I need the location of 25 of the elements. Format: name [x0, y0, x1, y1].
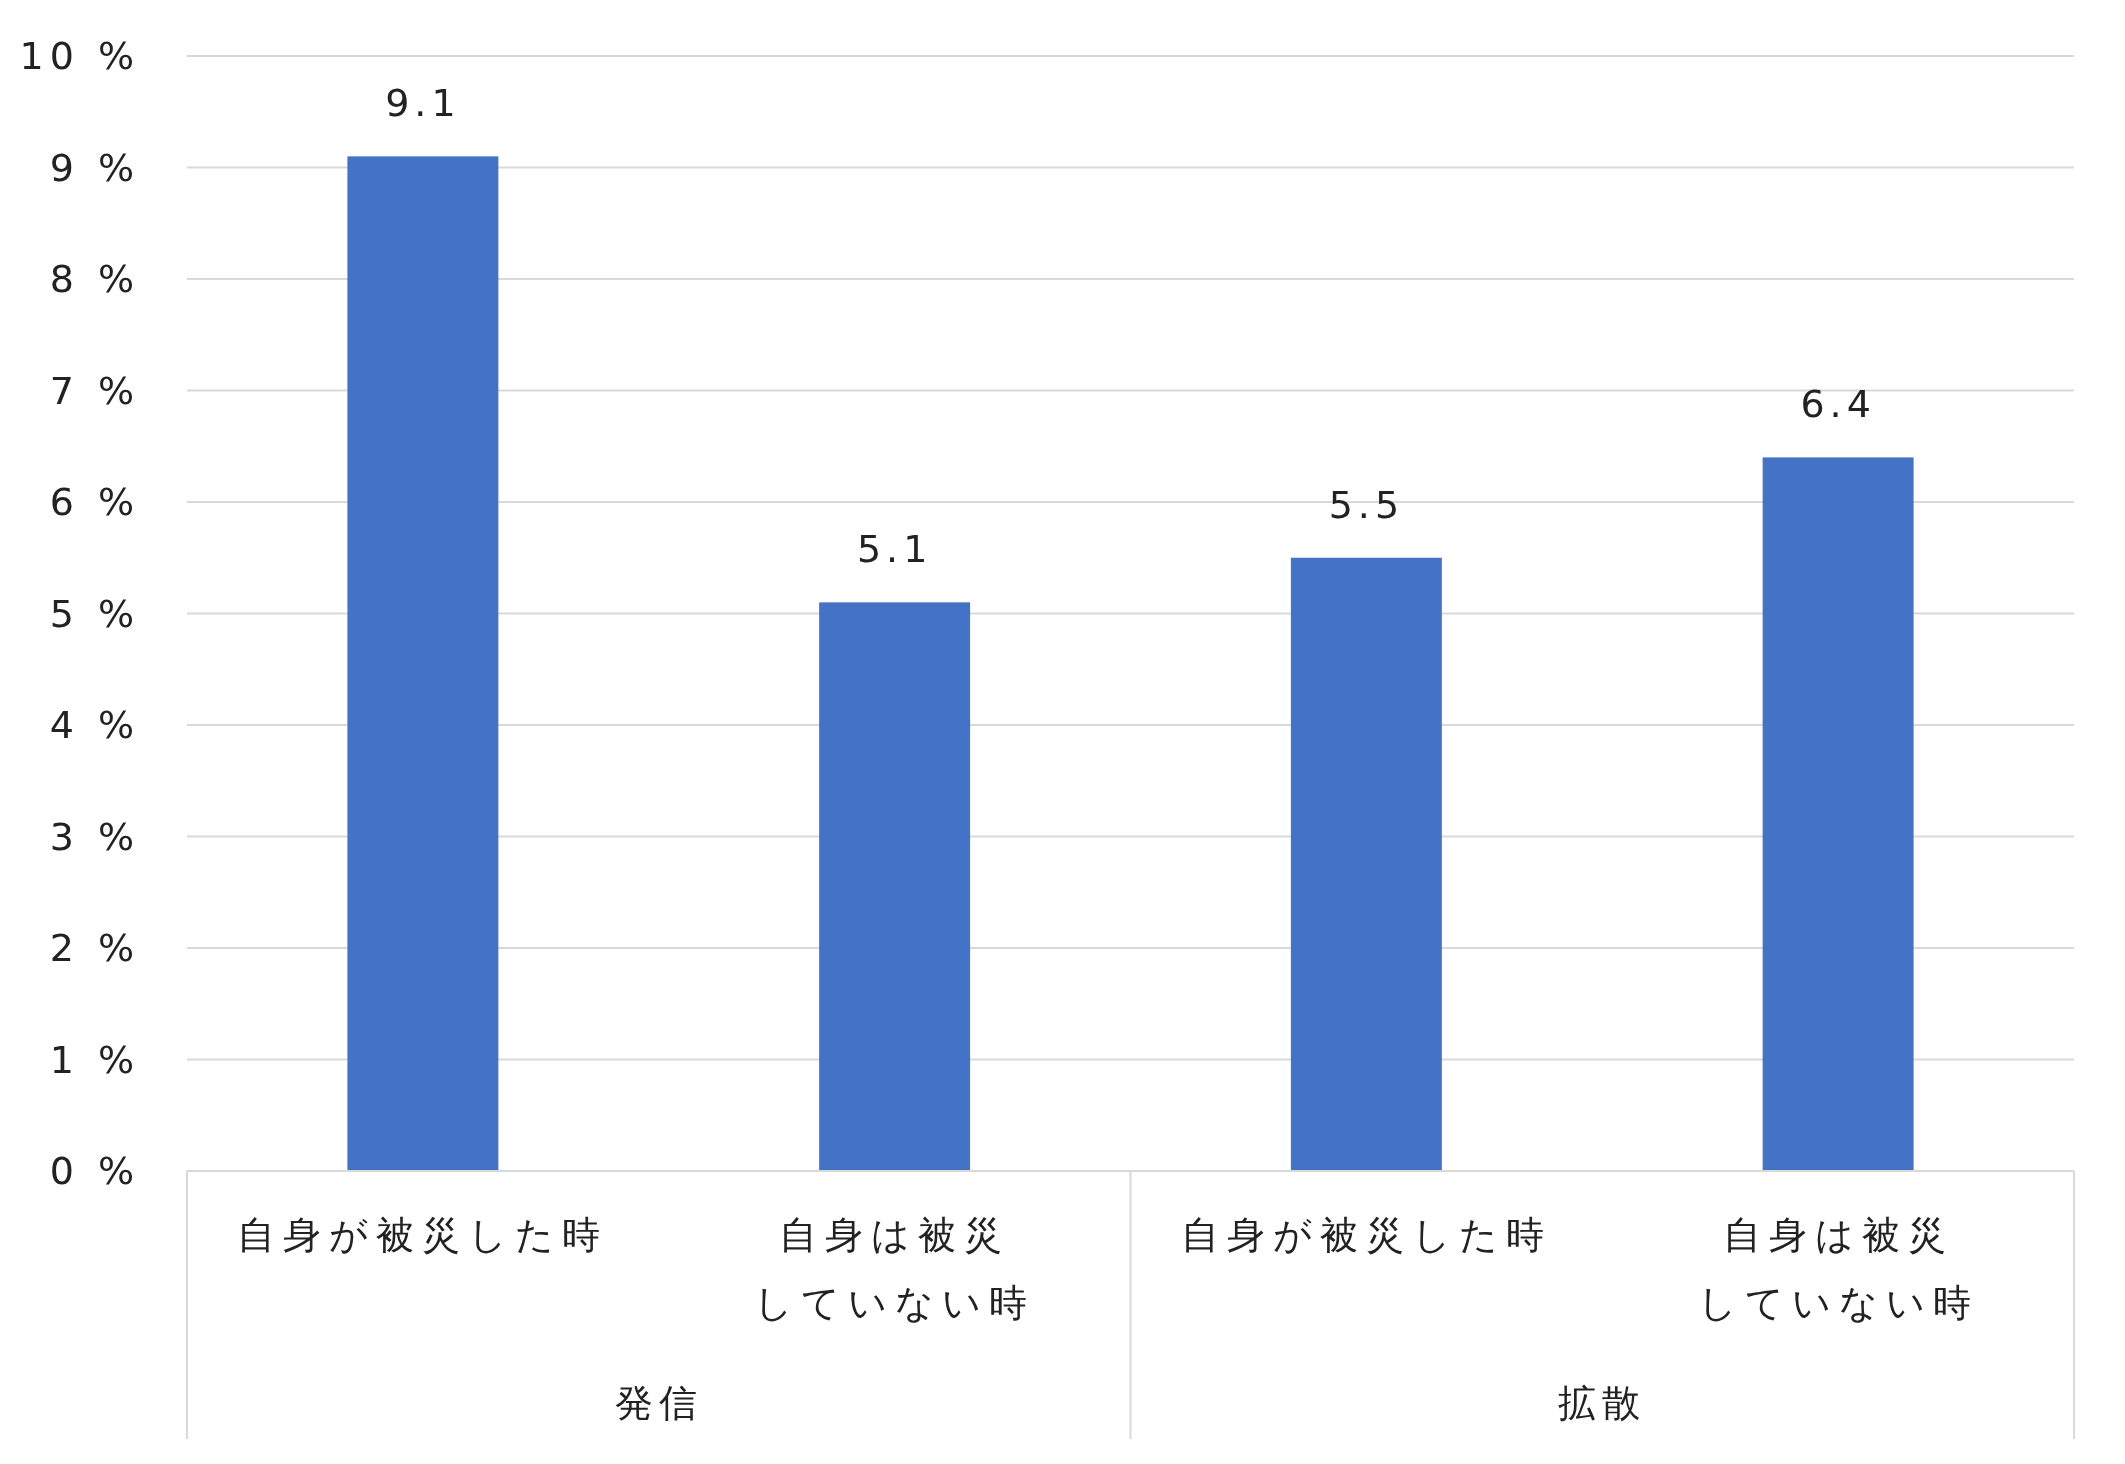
- text: 発信: [614, 1381, 703, 1425]
- bar: [819, 602, 971, 1171]
- x-tick-label: 自身が被災した時: [1180, 1213, 1552, 1257]
- x-tick-label: 自身は被災していない時: [1697, 1213, 1979, 1325]
- y-tick-label: 8 %: [49, 257, 140, 301]
- y-tick-label: 2 %: [49, 926, 140, 970]
- data-label: 5.5: [1328, 482, 1405, 527]
- data-label: 6.4: [1800, 382, 1876, 427]
- y-tick-label: 3 %: [49, 814, 140, 859]
- x-tick-label: 自身は被災していない時: [754, 1213, 1036, 1325]
- data-label: 5.1: [856, 527, 933, 572]
- y-tick-label: 7 %: [49, 368, 140, 413]
- y-tick-label: 10 %: [19, 34, 140, 78]
- x-tick-label: 自身が被災した時: [237, 1213, 609, 1257]
- text: 拡散: [1558, 1381, 1647, 1425]
- y-tick-label: 0 %: [49, 1149, 140, 1193]
- y-tick-label: 5 %: [49, 591, 140, 636]
- bar: [1762, 457, 1914, 1171]
- y-tick-label: 6 %: [49, 480, 140, 524]
- data-label: 9.1: [385, 81, 461, 126]
- y-tick-label: 9 %: [49, 145, 140, 190]
- y-tick-label: 4 %: [49, 703, 140, 747]
- y-tick-label: 1 %: [49, 1037, 140, 1082]
- bar: [347, 156, 499, 1171]
- bar: [1290, 557, 1442, 1171]
